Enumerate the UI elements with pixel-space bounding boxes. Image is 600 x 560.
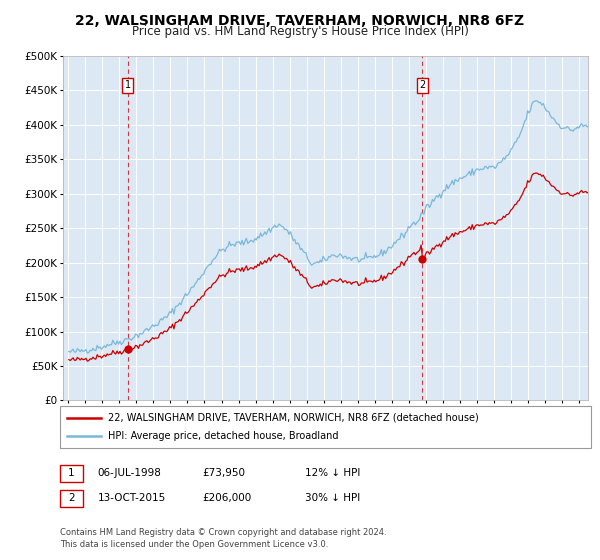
Text: 06-JUL-1998: 06-JUL-1998 xyxy=(98,468,161,478)
Text: HPI: Average price, detached house, Broadland: HPI: Average price, detached house, Broa… xyxy=(108,431,338,441)
Text: 2: 2 xyxy=(419,80,425,90)
Text: Price paid vs. HM Land Registry's House Price Index (HPI): Price paid vs. HM Land Registry's House … xyxy=(131,25,469,38)
Text: 2: 2 xyxy=(68,493,75,503)
Text: £206,000: £206,000 xyxy=(203,493,252,503)
Text: 1: 1 xyxy=(68,468,75,478)
Text: 30% ↓ HPI: 30% ↓ HPI xyxy=(305,493,360,503)
Text: 12% ↓ HPI: 12% ↓ HPI xyxy=(305,468,360,478)
Text: 22, WALSINGHAM DRIVE, TAVERHAM, NORWICH, NR8 6FZ (detached house): 22, WALSINGHAM DRIVE, TAVERHAM, NORWICH,… xyxy=(108,413,479,423)
Text: £73,950: £73,950 xyxy=(203,468,246,478)
Text: Contains HM Land Registry data © Crown copyright and database right 2024.
This d: Contains HM Land Registry data © Crown c… xyxy=(60,528,386,549)
Text: 22, WALSINGHAM DRIVE, TAVERHAM, NORWICH, NR8 6FZ: 22, WALSINGHAM DRIVE, TAVERHAM, NORWICH,… xyxy=(76,14,524,28)
Text: 13-OCT-2015: 13-OCT-2015 xyxy=(98,493,166,503)
Text: 1: 1 xyxy=(125,80,131,90)
